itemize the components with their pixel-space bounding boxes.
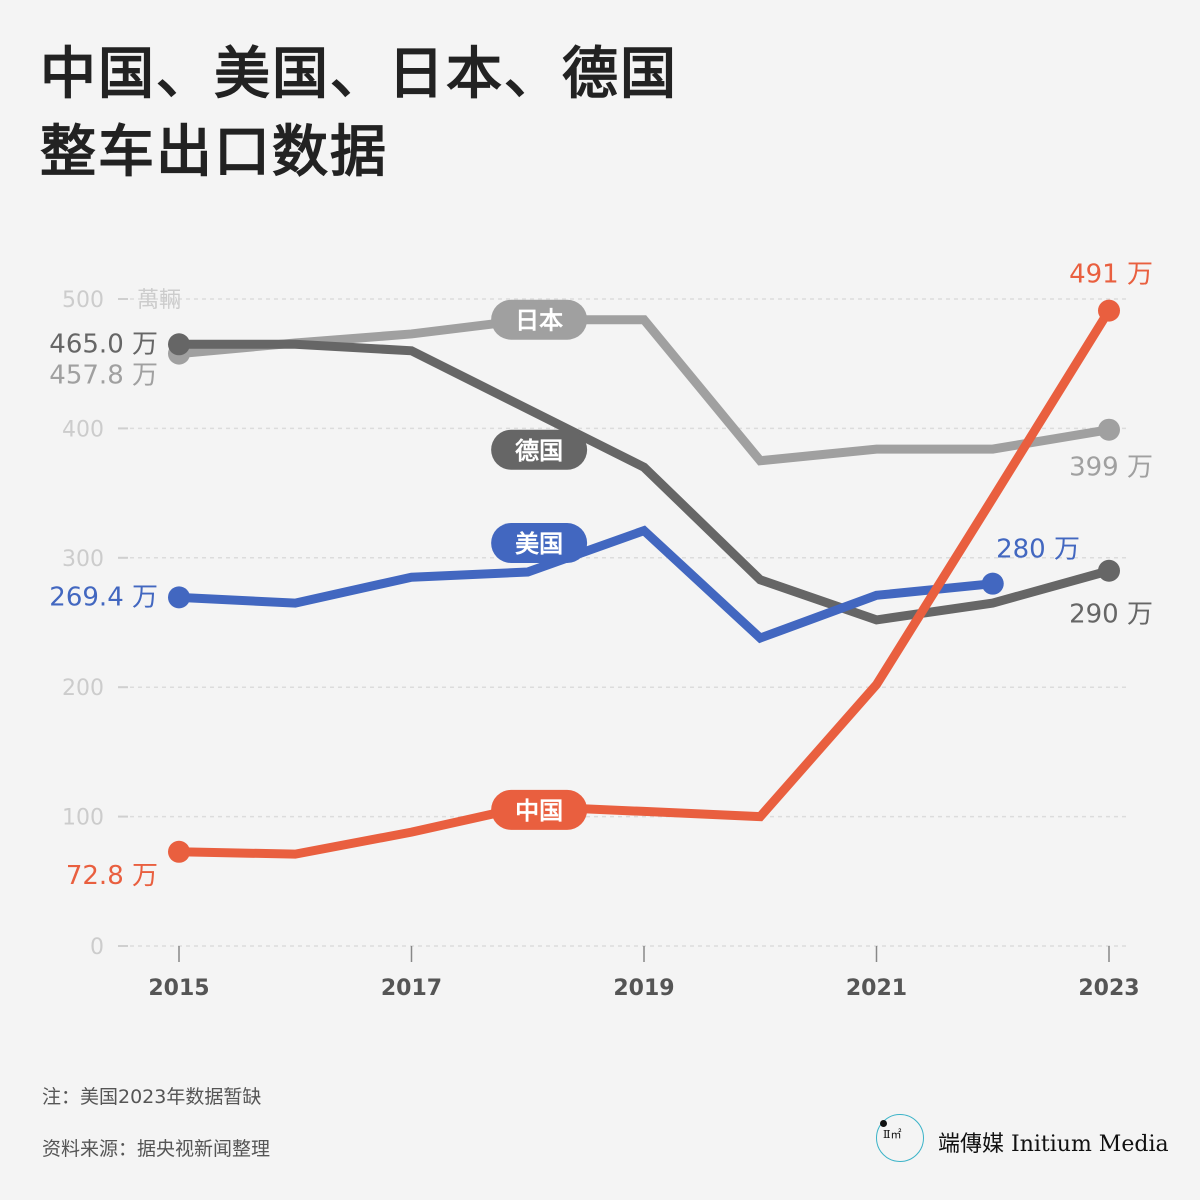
x-tick-label: 2019	[613, 976, 674, 1001]
end-point	[981, 572, 1004, 595]
badge-text: 美国	[515, 530, 563, 558]
series-line-3	[178, 308, 1113, 859]
source-note: 资料来源：据央视新闻整理	[42, 1138, 271, 1160]
logo-dot-icon	[880, 1120, 887, 1127]
start-point	[168, 586, 190, 609]
title-line-2: 整车出口数据	[40, 120, 388, 185]
badge-background	[491, 523, 588, 564]
y-tick-label: 400	[62, 417, 104, 442]
badge-text: 中国	[515, 797, 563, 825]
start-point	[168, 840, 190, 863]
x-axis: 2015 2017 2019 2021 2023	[148, 946, 1140, 1001]
series-name-badge: 德国	[491, 429, 588, 470]
series-group	[168, 299, 1120, 863]
logo-glyph: Ⅱ㎡	[883, 1128, 902, 1141]
series-name-badge: 日本	[491, 299, 588, 340]
badge-background	[491, 299, 588, 340]
end-value-label: 290 万	[1069, 600, 1153, 630]
title-line-1: 中国、美国、日本、德国	[40, 42, 678, 107]
y-axis-unit-label: 萬輛	[137, 288, 181, 313]
series-line-2	[178, 525, 994, 644]
footnote: 注：美国2023年数据暂缺	[42, 1086, 262, 1108]
series-line-1	[179, 339, 1111, 625]
logo-text: 端傳媒 Initium Media	[938, 1126, 1169, 1158]
y-tick-label: 0	[90, 935, 104, 960]
badge-background	[491, 429, 588, 470]
grid-lines	[130, 298, 1128, 947]
logo-cn: 端傳媒	[938, 1132, 1005, 1157]
x-tick-label: 2023	[1078, 976, 1139, 1001]
series-line-0	[178, 315, 1110, 466]
end-value-label: 491 万	[1069, 260, 1153, 290]
end-point	[1098, 418, 1120, 441]
start-value-label: 72.8 万	[66, 861, 158, 891]
start-value-label: 465.0 万	[49, 329, 158, 359]
x-tick-label: 2015	[148, 976, 209, 1001]
badge-text: 德国	[515, 437, 563, 465]
start-value-label: 269.4 万	[49, 582, 158, 612]
initium-logo: Ⅱ㎡ 端傳媒 Initium Media	[874, 1112, 1194, 1168]
series-name-badge: 美国	[491, 523, 588, 564]
logo-en: Initium Media	[1011, 1132, 1169, 1157]
end-value-label: 399 万	[1069, 453, 1153, 483]
chart-title: 中国、美国、日本、德国 整车出口数据	[40, 36, 678, 192]
end-value-label: 280 万	[996, 535, 1080, 565]
badge-text: 日本	[515, 307, 563, 335]
end-point	[1098, 299, 1120, 322]
x-tick-label: 2021	[846, 976, 907, 1001]
y-axis: 0 100 200 300 400 500 萬輛	[62, 288, 181, 960]
end-point	[1098, 559, 1120, 582]
y-tick-label: 300	[62, 547, 104, 572]
x-tick-label: 2017	[381, 976, 442, 1001]
data-labels: 日本 457.8 万 399 万 德国 465.0 万 290 万 美国 269.4 万 280…	[49, 260, 1153, 891]
y-tick-label: 100	[62, 806, 104, 831]
y-tick-label: 500	[62, 288, 104, 313]
y-tick-label: 200	[62, 676, 104, 701]
start-value-label: 457.8 万	[49, 361, 158, 391]
start-point	[168, 333, 190, 356]
logo-circle-icon: Ⅱ㎡	[876, 1114, 924, 1162]
series-name-badge: 中国	[491, 789, 588, 830]
badge-background	[491, 789, 588, 830]
